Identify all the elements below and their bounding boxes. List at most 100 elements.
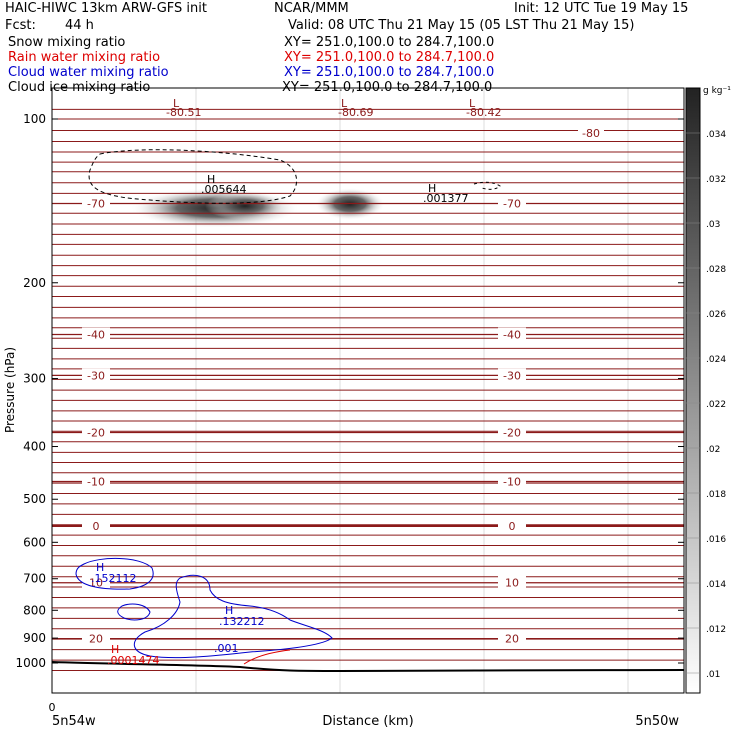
isotherm-label: 20 [505,633,519,646]
highs: H .005644 H .001377 H .152112 H .132212 … [91,173,469,667]
isotherm-labeled [52,374,684,377]
high-value: .001377 [423,192,469,205]
low-marker: L [469,97,476,110]
y-tick-label: 1000 [15,656,46,670]
colorbar-tick-label: .028 [706,265,726,275]
label-bg [82,474,110,487]
isotherm-label: -80 [582,127,600,140]
y-tick-label: 700 [23,572,46,586]
y-axis-label: Pressure (hPa) [3,347,17,433]
high-marker: H [225,604,233,617]
colorbar-tick-label: .032 [706,175,726,185]
label-bg [578,125,604,138]
isotherm-labeled [52,581,684,584]
label-bg [498,327,526,340]
low-value: -80.51 [166,106,201,119]
terrain-line [51,661,685,673]
isotherm-labeled [52,524,684,528]
field-name-snow: Snow mixing ratio [8,35,126,50]
isotherm-label: -20 [87,427,105,440]
colorbar [685,87,701,694]
high-value: .132212 [219,615,265,628]
colorbar-tick-label: .03 [706,220,720,230]
snow-shading [130,188,385,228]
isotherm-label: -70 [87,198,105,211]
colorbar-tick-label: .024 [706,355,726,365]
colorbar-ticks: .034 .032 .03 .028 .026 .024 .022 .02 .018 .016 .0… [686,130,726,680]
field-xy-snow: XY= 251.0,100.0 to 284.7,100.0 [284,35,495,50]
model-title: HAIC-HIWC 13km ARW-GFS init [5,1,207,16]
colorbar-tick-label: .02 [706,445,720,455]
x-axis-label: Distance (km) [322,714,413,729]
y-tick-label: 500 [23,492,46,506]
forecast-hours: 44 h [65,18,94,33]
field-xy-cloud-water: XY= 251.0,100.0 to 284.7,100.0 [284,65,495,80]
cloud-ice-contour-small [473,181,501,190]
field-name-cloud-water: Cloud water mixing ratio [8,65,169,80]
y-tick-label: 800 [23,603,46,617]
isotherm-label: 10 [505,577,519,590]
label-bg [82,425,110,438]
cloud-water-contour-3 [133,574,333,659]
institution-label: NCAR/MMM [274,1,349,16]
high-marker: H [207,173,215,186]
low-marker: L [173,97,180,110]
low-marker: L [341,97,348,110]
field-xy-rain: XY= 251.0,100.0 to 284.7,100.0 [284,50,495,65]
label-bg [82,368,110,381]
y-tick-label: 400 [23,440,46,454]
high-marker: H [96,561,104,574]
rain-water-contour [243,649,291,665]
init-time: Init: 12 UTC Tue 19 May 15 [514,1,689,16]
isotherm-label: -30 [87,369,105,382]
label-bg [498,519,526,532]
colorbar-tick-label: .018 [706,490,726,500]
colorbar-tick-label: .012 [706,625,726,635]
x-end-label: 5n50w [635,714,679,729]
cloud-water-contour-1 [75,557,154,590]
colorbar-tick-label: .014 [706,580,726,590]
colorbar-unit: g kg⁻¹ [703,86,731,96]
high-value: .0001474 [107,654,160,667]
low-value: -80.69 [338,106,373,119]
label-bg [498,575,526,588]
y-tick-label: 300 [23,372,46,386]
isotherm-labeled [52,202,684,205]
label-bg [498,425,526,438]
label-bg [498,368,526,381]
plot-frame [51,87,685,694]
y-tick-label: 900 [23,631,46,645]
label-bg [82,519,110,532]
colorbar-tick-label: .034 [706,130,726,140]
y-tick-label: 600 [23,535,46,549]
colorbar-tick-label: .016 [706,535,726,545]
colorbar-tick-label: .026 [706,310,726,320]
label-bg [498,631,526,644]
colorbar-tick-label: .022 [706,400,726,410]
valid-time: Valid: 08 UTC Thu 21 May 15 (05 LST Thu … [288,18,635,33]
high-value: .005644 [201,183,247,196]
lows: L -80.51 L -80.69 L -80.42 [166,97,501,119]
isotherm-label: -10 [87,476,105,489]
forecast-label: Fcst: [5,18,36,33]
x-start-label: 5n54w [52,714,96,729]
isotherm-label: -10 [503,476,521,489]
field-name-rain: Rain water mixing ratio [8,50,161,65]
y-tick-label: 200 [23,276,46,290]
isotherm-labeled [52,333,684,336]
label-bg [82,575,110,588]
isotherm-labeled [52,431,684,434]
label-bg [82,631,110,644]
high-marker: H [428,182,436,195]
isotherm-label: -40 [503,329,521,342]
y-tick-label: 100 [23,112,46,126]
cloud-water-contour-label: .001 [214,642,239,655]
label-bg [82,327,110,340]
isotherm-label: 20 [89,633,103,646]
isotherm-label: 0 [93,520,100,533]
high-marker: H [111,643,119,656]
label-bg [82,196,110,209]
